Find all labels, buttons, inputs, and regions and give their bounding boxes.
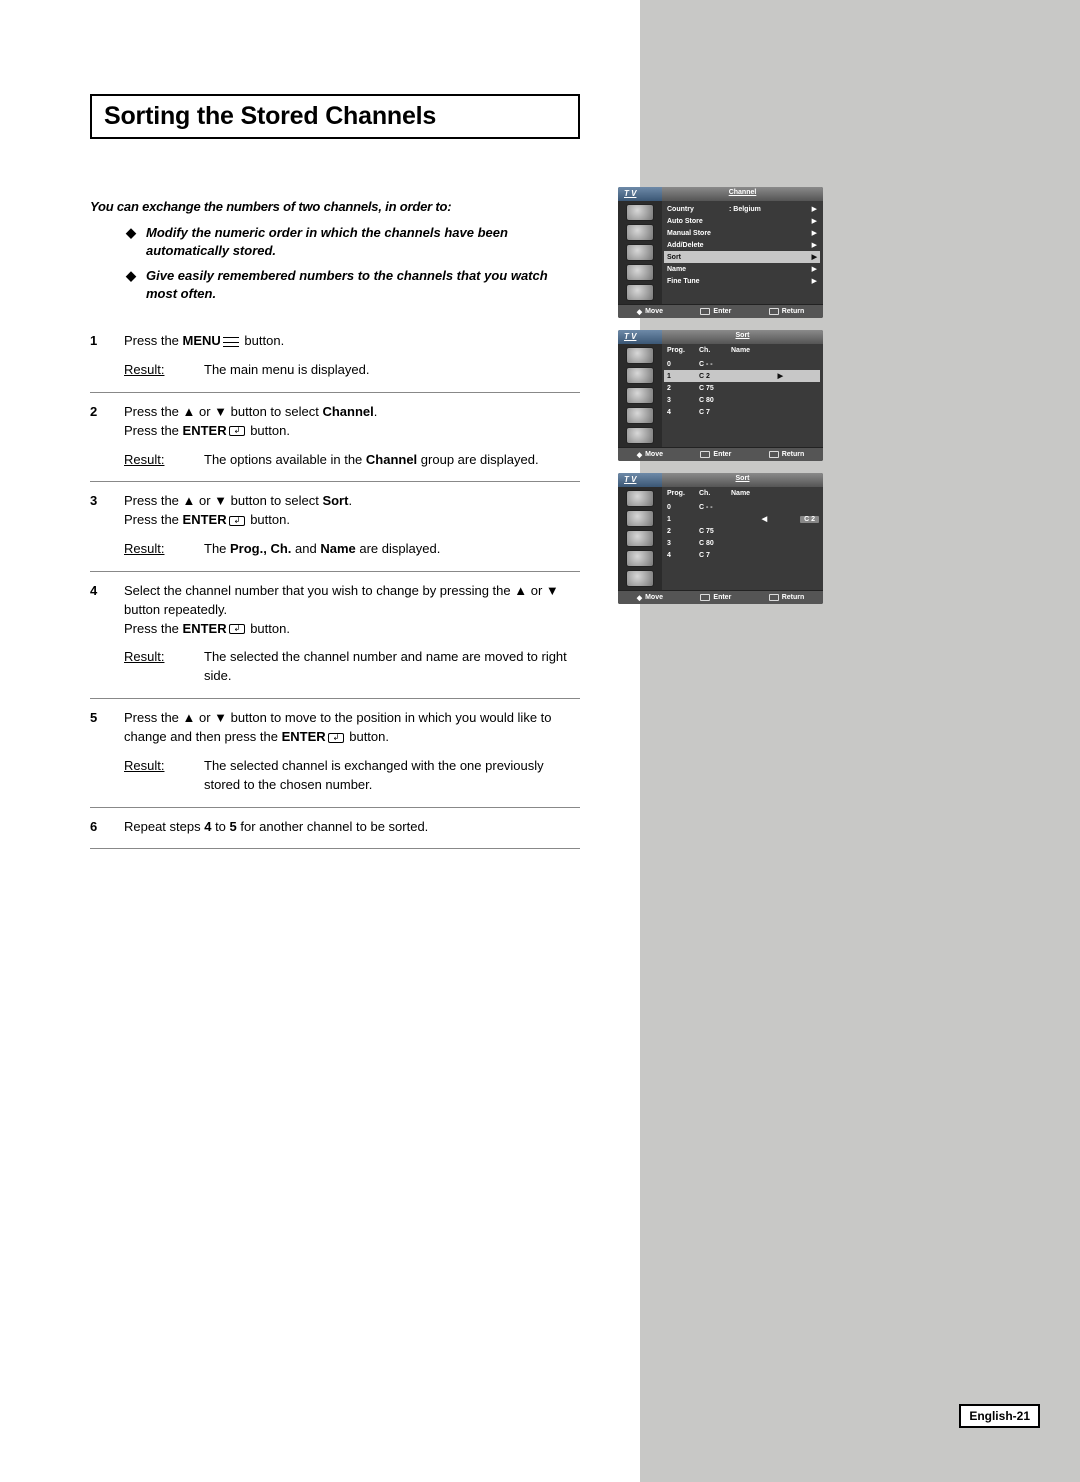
- title-bar: Sorting the Stored Channels: [90, 94, 580, 139]
- osd-title: Channel: [662, 187, 823, 201]
- channel-icon: [626, 530, 654, 547]
- osd-channel-menu: T V Channel Country: Belgium▶ Auto Store…: [618, 187, 823, 318]
- step-number: 1: [90, 332, 124, 380]
- osd-tv-label: T V: [618, 330, 662, 344]
- intro-bullets: Modify the numeric order in which the ch…: [126, 224, 580, 302]
- result-label: Result:: [124, 648, 204, 686]
- intro-text: You can exchange the numbers of two chan…: [90, 199, 580, 214]
- result-label: Result:: [124, 451, 204, 470]
- step-number: 4: [90, 582, 124, 686]
- picture-icon: [626, 347, 654, 364]
- step-6: 6 Repeat steps 4 to 5 for another channe…: [90, 808, 580, 850]
- picture-icon: [626, 490, 654, 507]
- picture-icon: [626, 204, 654, 221]
- page-number: English-21: [959, 1404, 1040, 1428]
- step-3: 3 Press the ▲ or ▼ button to select Sort…: [90, 482, 580, 572]
- channel-icon: [626, 244, 654, 261]
- result-label: Result:: [124, 540, 204, 559]
- manual-page: Sorting the Stored Channels You can exch…: [0, 0, 640, 1482]
- enter-icon: [328, 733, 344, 743]
- osd-sort-list: T V Sort Prog.Ch.Name 0C - - 1C 2▶ 2C 75…: [618, 330, 823, 461]
- step-number: 2: [90, 403, 124, 470]
- osd-tv-label: T V: [618, 473, 662, 487]
- step-number: 5: [90, 709, 124, 794]
- result-text: The options available in the Channel gro…: [204, 451, 580, 470]
- result-text: The main menu is displayed.: [204, 361, 580, 380]
- step-number: 6: [90, 818, 124, 837]
- step-2: 2 Press the ▲ or ▼ button to select Chan…: [90, 393, 580, 483]
- input-icon: [626, 570, 654, 587]
- bullet-item: Give easily remembered numbers to the ch…: [126, 267, 580, 302]
- result-label: Result:: [124, 361, 204, 380]
- input-icon: [626, 427, 654, 444]
- osd-category-icons: [618, 201, 662, 304]
- setup-icon: [626, 550, 654, 567]
- step-5: 5 Press the ▲ or ▼ button to move to the…: [90, 699, 580, 807]
- osd-title: Sort: [662, 473, 823, 487]
- enter-icon: [229, 426, 245, 436]
- steps-list: 1 Press the MENU button. Result: The mai…: [90, 322, 580, 849]
- sound-icon: [626, 224, 654, 241]
- osd-tv-label: T V: [618, 187, 662, 201]
- osd-footer: ◆ Move Enter Return: [618, 304, 823, 318]
- result-label: Result:: [124, 757, 204, 795]
- menu-icon: [223, 337, 239, 347]
- osd-footer: ◆ Move Enter Return: [618, 447, 823, 461]
- page-title: Sorting the Stored Channels: [104, 104, 566, 129]
- step-number: 3: [90, 492, 124, 559]
- sound-icon: [626, 510, 654, 527]
- osd-screenshots: T V Channel Country: Belgium▶ Auto Store…: [618, 187, 823, 616]
- step-4: 4 Select the channel number that you wis…: [90, 572, 580, 699]
- osd-category-icons: [618, 487, 662, 590]
- osd-title: Sort: [662, 330, 823, 344]
- enter-icon: [229, 624, 245, 634]
- result-text: The selected the channel number and name…: [204, 648, 580, 686]
- result-text: The selected channel is exchanged with t…: [204, 757, 580, 795]
- result-text: The Prog., Ch. and Name are displayed.: [204, 540, 580, 559]
- setup-icon: [626, 264, 654, 281]
- osd-footer: ◆ Move Enter Return: [618, 590, 823, 604]
- osd-sort-moving: T V Sort Prog.Ch.Name 0C - - 1◀C 2 2C 75…: [618, 473, 823, 604]
- sound-icon: [626, 367, 654, 384]
- enter-icon: [229, 516, 245, 526]
- input-icon: [626, 284, 654, 301]
- channel-icon: [626, 387, 654, 404]
- osd-category-icons: [618, 344, 662, 447]
- setup-icon: [626, 407, 654, 424]
- step-1: 1 Press the MENU button. Result: The mai…: [90, 322, 580, 393]
- bullet-item: Modify the numeric order in which the ch…: [126, 224, 580, 259]
